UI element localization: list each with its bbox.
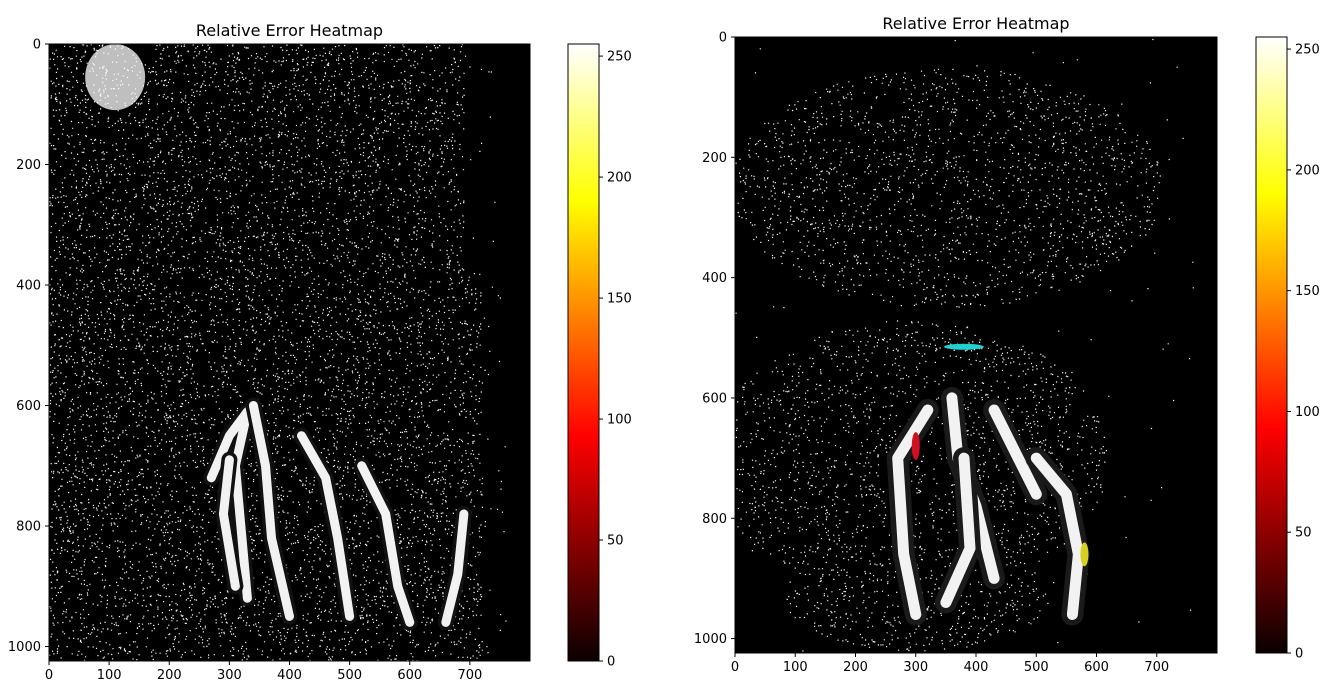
y-tick-label: 200 <box>702 151 727 166</box>
colorbar-tick-label: 200 <box>1295 163 1320 178</box>
yellow-artifact <box>1080 542 1089 567</box>
colorbar-tick-label: 250 <box>1295 43 1320 58</box>
y-tick-label: 600 <box>702 391 727 406</box>
chart-title: Relative Error Heatmap <box>196 21 383 40</box>
structure-band <box>441 509 469 627</box>
x-tick-label: 100 <box>783 660 808 675</box>
colorbar-tick-label: 250 <box>607 50 632 65</box>
x-tick-label: 100 <box>97 668 122 683</box>
colorbar-tick-label: 100 <box>607 413 632 428</box>
colorbar <box>567 43 600 662</box>
y-tick-label: 1000 <box>8 640 41 655</box>
x-tick-label: 300 <box>903 660 928 675</box>
x-tick-label: 200 <box>843 660 868 675</box>
x-tick-label: 500 <box>337 668 362 683</box>
y-tick-label: 1000 <box>694 632 727 647</box>
heatmap-image <box>735 38 1194 652</box>
y-tick-label: 800 <box>702 512 727 527</box>
x-tick-label: 400 <box>277 668 302 683</box>
x-tick-label: 700 <box>457 668 482 683</box>
y-tick-label: 600 <box>16 399 41 414</box>
x-tick-label: 600 <box>397 668 422 683</box>
heatmap-image <box>49 44 507 661</box>
structure-band <box>357 461 415 627</box>
structure-band <box>297 431 355 621</box>
y-tick-label: 400 <box>702 271 727 286</box>
colorbar-tick-label: 50 <box>607 534 624 549</box>
y-tick-label: 0 <box>719 31 727 46</box>
colorbar-tick-label: 50 <box>1295 526 1312 541</box>
y-tick-label: 200 <box>16 158 41 173</box>
x-tick-label: 700 <box>1144 660 1169 675</box>
chart-title: Relative Error Heatmap <box>882 14 1069 33</box>
heatmap-background <box>49 44 530 661</box>
red-artifact <box>911 432 920 461</box>
colorbar-tick-label: 150 <box>607 292 632 307</box>
x-tick-label: 600 <box>1084 660 1109 675</box>
y-tick-label: 800 <box>16 520 41 535</box>
cyan-artifact <box>943 343 984 350</box>
colorbar <box>1255 36 1288 654</box>
structure-band <box>248 401 294 621</box>
x-tick-label: 400 <box>964 660 989 675</box>
x-tick-label: 0 <box>45 668 53 683</box>
x-tick-label: 200 <box>157 668 182 683</box>
colorbar-tick-label: 0 <box>1295 647 1303 662</box>
bright-blob <box>85 44 146 111</box>
y-tick-label: 0 <box>33 38 41 53</box>
y-tick-label: 400 <box>16 279 41 294</box>
colorbar-tick-label: 150 <box>1295 284 1320 299</box>
structure-band <box>892 404 934 620</box>
colorbar-tick-label: 200 <box>607 171 632 186</box>
x-tick-label: 500 <box>1024 660 1049 675</box>
structure-band <box>218 455 240 591</box>
structure-band <box>988 404 1042 500</box>
structure-band <box>1030 452 1084 620</box>
structure-band <box>940 452 976 608</box>
colorbar-tick-label: 100 <box>1295 405 1320 420</box>
x-tick-label: 300 <box>217 668 242 683</box>
colorbar-tick-label: 0 <box>607 655 615 670</box>
x-tick-label: 0 <box>731 660 739 675</box>
